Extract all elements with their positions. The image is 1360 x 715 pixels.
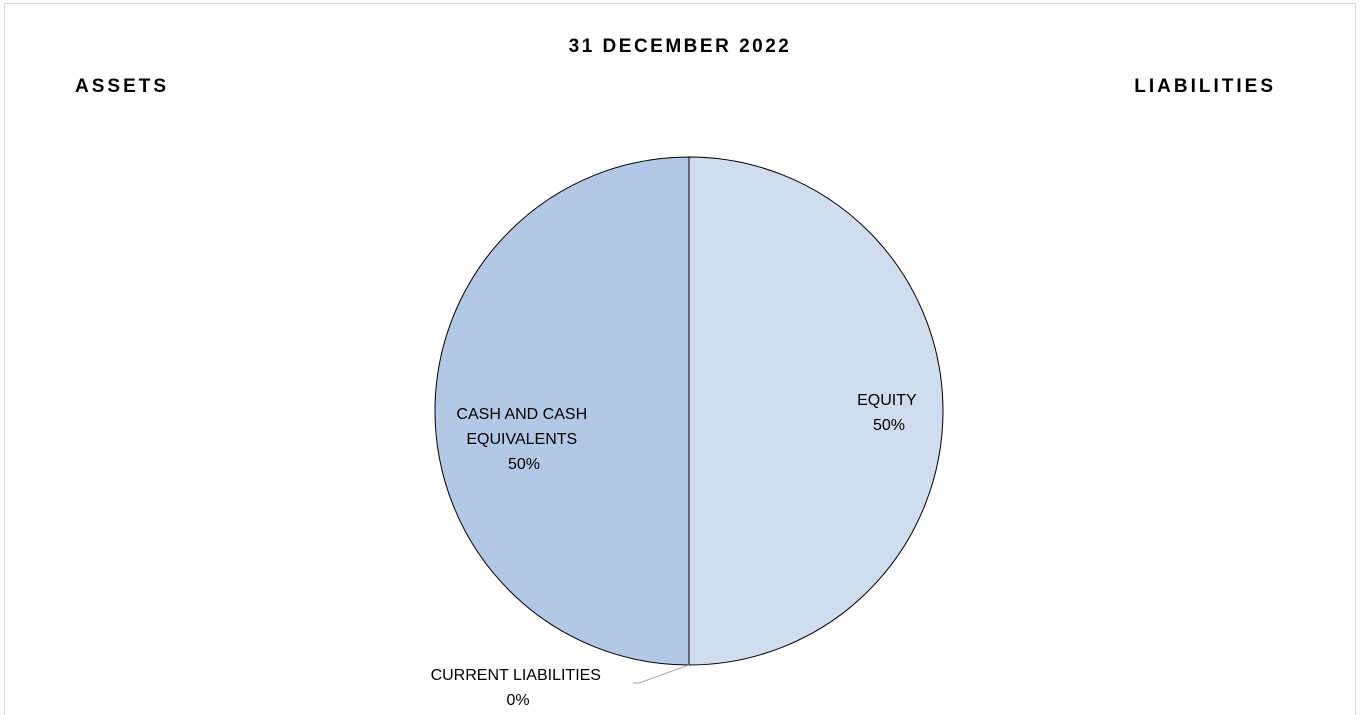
current-liabilities-leader-line <box>633 664 690 684</box>
cash-label: CASH AND CASH EQUIVALENTS 50% <box>456 406 591 473</box>
liabilities-heading: LIABILITIES <box>1134 76 1276 97</box>
pie-slice-equity <box>688 156 944 666</box>
assets-heading: ASSETS <box>75 76 170 97</box>
current-liabilities-label: CURRENT LIABILITIES 0% <box>431 667 606 709</box>
pie-slices <box>434 156 944 666</box>
chart-title: 31 DECEMBER 2022 <box>568 36 792 57</box>
pie-slice-cash-and-cash-equivalents <box>434 156 690 666</box>
equity-label: EQUITY 50% <box>857 392 921 434</box>
